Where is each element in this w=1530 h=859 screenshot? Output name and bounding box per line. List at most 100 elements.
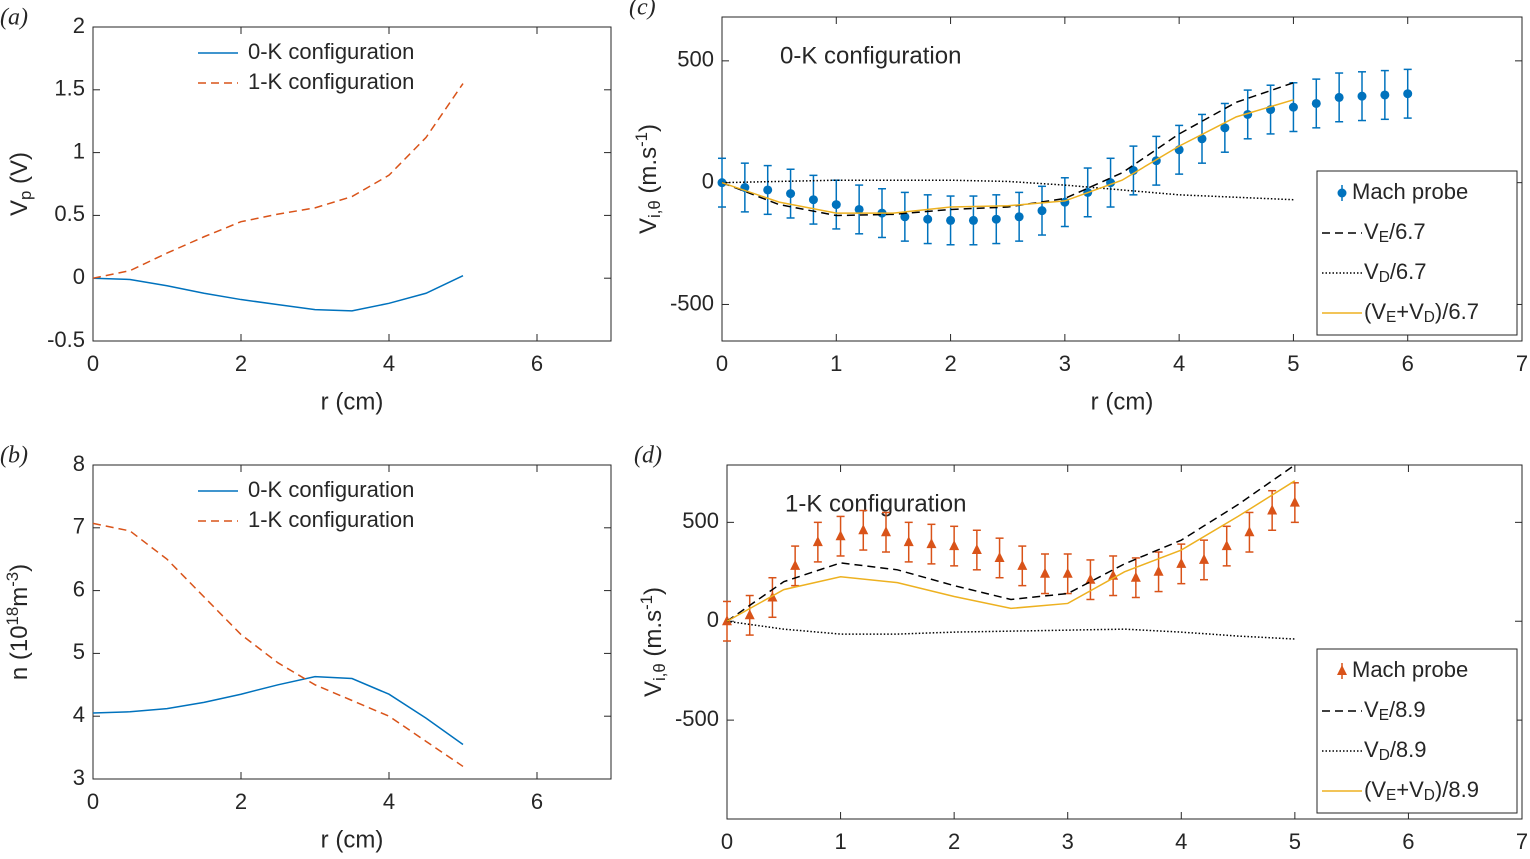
y-tick-label: 0.5 bbox=[54, 201, 85, 226]
legend-label: (VE+VD)/8.9 bbox=[1364, 777, 1479, 804]
x-axis-label: r (cm) bbox=[1091, 388, 1154, 415]
label-part: 18 bbox=[3, 607, 22, 626]
label-part: -1 bbox=[637, 595, 656, 610]
series-line bbox=[92, 83, 464, 279]
x-tick-label: 4 bbox=[1175, 829, 1187, 854]
label-part: D bbox=[1379, 747, 1390, 764]
marker bbox=[808, 195, 818, 205]
label-part: /6.7 bbox=[1390, 259, 1427, 284]
marker bbox=[1153, 565, 1164, 576]
label-part: V bbox=[640, 681, 667, 697]
label-part: V bbox=[635, 218, 662, 234]
marker bbox=[926, 538, 937, 549]
y-tick-label: 8 bbox=[73, 451, 85, 476]
x-tick-label: 0 bbox=[716, 351, 728, 376]
marker bbox=[994, 551, 1005, 562]
y-tick-label: 3 bbox=[73, 765, 85, 790]
y-tick-label: 5 bbox=[73, 639, 85, 664]
panel-label: (c) bbox=[629, 0, 656, 21]
series-line bbox=[726, 464, 1296, 622]
marker bbox=[991, 214, 1001, 224]
x-axis-label: r (cm) bbox=[321, 388, 384, 415]
series-line bbox=[721, 82, 1294, 217]
label-part: p bbox=[16, 191, 35, 200]
legend-label: Mach probe bbox=[1352, 657, 1468, 682]
x-tick-label: 1 bbox=[830, 351, 842, 376]
x-tick-label: 7 bbox=[1516, 829, 1528, 854]
x-tick-label: 1 bbox=[834, 829, 846, 854]
marker bbox=[1403, 89, 1413, 99]
x-tick-label: 6 bbox=[1402, 351, 1414, 376]
series-line bbox=[92, 522, 464, 768]
label-part: i,θ bbox=[650, 663, 669, 681]
marker bbox=[946, 215, 956, 225]
x-tick-label: 2 bbox=[235, 789, 247, 814]
marker bbox=[786, 189, 796, 199]
label-part: +V bbox=[1396, 299, 1424, 324]
label-part: D bbox=[1424, 309, 1435, 326]
label-part: m bbox=[6, 587, 33, 607]
series-line bbox=[721, 179, 1294, 201]
label-part: (V bbox=[1364, 299, 1386, 324]
y-tick-label: 0 bbox=[702, 168, 714, 193]
legend-label: 0-K configuration bbox=[248, 477, 414, 502]
marker bbox=[1288, 102, 1298, 112]
panel-label: (a) bbox=[0, 5, 28, 31]
label-part: )/6.7 bbox=[1435, 299, 1479, 324]
y-axis-label: Vi,θ (m.s-1) bbox=[632, 124, 664, 234]
label-part: V bbox=[1364, 737, 1379, 762]
label-part: V bbox=[1364, 259, 1379, 284]
label-part: ) bbox=[635, 124, 662, 132]
marker bbox=[812, 536, 823, 547]
marker bbox=[1062, 567, 1073, 578]
marker bbox=[1357, 91, 1367, 101]
y-tick-label: 1.5 bbox=[54, 76, 85, 101]
legend-label: VE/8.9 bbox=[1364, 697, 1426, 724]
marker bbox=[1267, 504, 1278, 515]
marker bbox=[1199, 553, 1209, 564]
marker bbox=[923, 214, 933, 224]
marker bbox=[1085, 573, 1096, 584]
label-part: ) bbox=[6, 564, 33, 572]
label-part: E bbox=[1386, 309, 1396, 326]
y-tick-label: 500 bbox=[682, 508, 719, 533]
x-tick-label: 3 bbox=[1059, 351, 1071, 376]
y-tick-label: -500 bbox=[670, 290, 714, 315]
label-part: D bbox=[1424, 787, 1435, 804]
x-tick-label: 4 bbox=[383, 789, 395, 814]
label-part: /8.9 bbox=[1389, 697, 1426, 722]
marker bbox=[1337, 665, 1347, 675]
label-part: /8.9 bbox=[1390, 737, 1427, 762]
label-part: (V bbox=[1364, 777, 1386, 802]
y-tick-label: 1 bbox=[73, 138, 85, 163]
marker bbox=[858, 524, 869, 535]
y-tick-label: 0 bbox=[707, 607, 719, 632]
legend-label: Mach probe bbox=[1352, 179, 1468, 204]
marker bbox=[903, 536, 914, 547]
x-tick-label: 5 bbox=[1289, 829, 1301, 854]
marker bbox=[1040, 567, 1050, 578]
x-tick-label: 4 bbox=[383, 351, 395, 376]
label-part: D bbox=[1379, 269, 1390, 286]
marker bbox=[1311, 98, 1321, 108]
legend-label: 1-K configuration bbox=[248, 69, 414, 94]
label-part: E bbox=[1386, 787, 1396, 804]
label-part: E bbox=[1379, 229, 1389, 246]
legend-label: 1-K configuration bbox=[248, 507, 414, 532]
label-part: ) bbox=[640, 587, 667, 595]
marker bbox=[1244, 526, 1255, 537]
y-tick-label: 2 bbox=[73, 13, 85, 38]
x-tick-label: 2 bbox=[944, 351, 956, 376]
legend-label: 0-K configuration bbox=[248, 39, 414, 64]
marker bbox=[1176, 557, 1187, 568]
marker bbox=[949, 540, 960, 551]
series-line bbox=[726, 620, 1295, 640]
legend-box bbox=[1316, 170, 1518, 336]
legend-box bbox=[1316, 648, 1518, 814]
marker bbox=[1014, 212, 1024, 222]
y-tick-label: 500 bbox=[677, 47, 714, 72]
x-tick-label: 6 bbox=[531, 351, 543, 376]
marker bbox=[790, 559, 801, 570]
y-tick-label: 6 bbox=[73, 576, 85, 601]
panel-label: (b) bbox=[0, 443, 28, 469]
